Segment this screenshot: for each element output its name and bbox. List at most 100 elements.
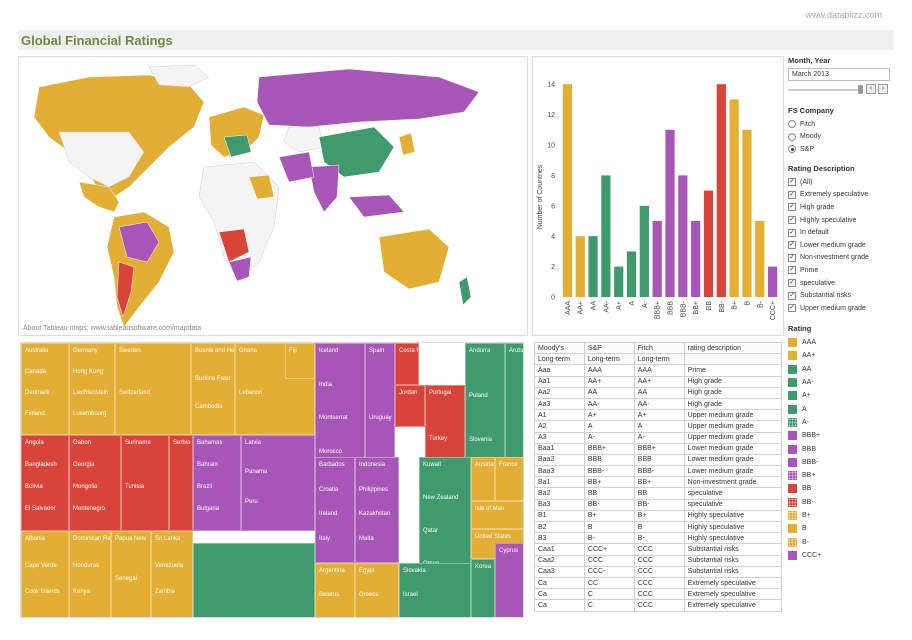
new-zealand-region[interactable]: [458, 276, 472, 306]
china-region[interactable]: [318, 126, 395, 178]
treemap-cell[interactable]: Slovakia Israel: [399, 563, 471, 617]
treemap-cell[interactable]: Bahamas Bahrain Brazil Bulgaria: [193, 435, 241, 531]
rating-description-option[interactable]: ✓ Highly speculative: [788, 214, 898, 227]
rating-description-option[interactable]: ✓ Upper medium grade: [788, 302, 898, 315]
treemap-cell[interactable]: Germany Hong Kong Liechtenstein Luxembourg: [69, 343, 115, 435]
legend-entry[interactable]: BBB+: [788, 429, 898, 442]
company-option[interactable]: Fitch: [788, 118, 898, 131]
russia-region[interactable]: [256, 68, 480, 128]
checkbox-checked-icon[interactable]: ✓: [788, 241, 796, 250]
treemap-cell[interactable]: Australia Canada Denmark Finland: [21, 343, 69, 435]
legend-entry[interactable]: AA-: [788, 376, 898, 389]
treemap-cell[interactable]: Suriname Tunisia: [121, 435, 169, 531]
rating-description-option[interactable]: ✓ Substantial risks: [788, 289, 898, 302]
legend-entry[interactable]: AA: [788, 363, 898, 376]
legend-entry[interactable]: AAA: [788, 336, 898, 349]
bar-bb-minus[interactable]: [716, 84, 726, 297]
brazil-region[interactable]: [118, 221, 160, 263]
month-slider-track[interactable]: [788, 89, 862, 91]
treemap-cell[interactable]: Argentina Belarus: [315, 563, 355, 617]
legend-entry[interactable]: A+: [788, 389, 898, 402]
usa-region[interactable]: [58, 131, 145, 188]
legend-entry[interactable]: A: [788, 402, 898, 415]
bar-bbb-minus[interactable]: [678, 175, 688, 297]
month-slider-handle[interactable]: [858, 85, 863, 94]
treemap-cell[interactable]: Sri Lanka Venezuela Zambia: [151, 531, 193, 617]
rating-description-option[interactable]: ✓ Prime: [788, 264, 898, 277]
checkbox-checked-icon[interactable]: ✓: [788, 216, 796, 225]
treemap-cell[interactable]: Egypt Greece: [355, 563, 399, 617]
legend-entry[interactable]: BBB: [788, 442, 898, 455]
bar-bbb[interactable]: [665, 129, 675, 297]
treemap-cell[interactable]: Austria: [471, 457, 495, 501]
legend-entry[interactable]: BB-: [788, 496, 898, 509]
treemap-cell[interactable]: Indonesia Philippines Kazakhstan Malta: [355, 457, 399, 563]
bar-aa-minusplus[interactable]: [575, 236, 585, 297]
checkbox-checked-icon[interactable]: ✓: [788, 190, 796, 199]
treemap-cell[interactable]: [193, 543, 315, 617]
radio-button[interactable]: [788, 120, 796, 129]
rating-description-option[interactable]: ✓ speculative: [788, 277, 898, 290]
treemap-cell[interactable]: Serbia: [169, 435, 193, 531]
treemap-cell[interactable]: Latvia Panama Peru: [241, 435, 315, 531]
legend-entry[interactable]: AA+: [788, 349, 898, 362]
bar-a[interactable]: [626, 251, 637, 297]
india-region[interactable]: [308, 164, 340, 213]
bar-a-minus[interactable]: [639, 205, 649, 297]
legend-entry[interactable]: B: [788, 522, 898, 535]
central-asia-region[interactable]: [283, 126, 325, 153]
legend-entry[interactable]: BB+: [788, 469, 898, 482]
rating-description-option[interactable]: ✓ Non-investment grade: [788, 252, 898, 265]
treemap-cell[interactable]: Costa Rica: [395, 343, 419, 385]
company-option[interactable]: Moody: [788, 131, 898, 144]
checkbox-checked-icon[interactable]: ✓: [788, 279, 796, 288]
checkbox-checked-icon[interactable]: ✓: [788, 304, 796, 313]
bar-b[interactable]: [742, 129, 752, 297]
legend-entry[interactable]: B-: [788, 535, 898, 548]
treemap-cell[interactable]: Gabon Georgia Mongolia Montenegro: [69, 435, 121, 531]
bar-bb-minusplus[interactable]: [691, 221, 701, 297]
indonesia-region[interactable]: [348, 194, 405, 218]
rating-description-option[interactable]: ✓ Extremely speculative: [788, 189, 898, 202]
radio-button[interactable]: [788, 145, 796, 154]
treemap-cell[interactable]: Cyprus: [495, 543, 523, 617]
treemap-cell[interactable]: Isle of Man: [471, 501, 523, 529]
prev-month-button[interactable]: ‹: [866, 84, 876, 94]
treemap-cell[interactable]: Angola Bangladesh Bolivia El Salvador: [21, 435, 69, 531]
rating-description-option[interactable]: ✓ Lower medium grade: [788, 239, 898, 252]
checkbox-checked-icon[interactable]: ✓: [788, 203, 796, 212]
bar-a-minusplus[interactable]: [614, 266, 624, 297]
rating-description-option[interactable]: ✓ In default: [788, 226, 898, 239]
bar-aa[interactable]: [588, 236, 598, 297]
treemap-cell[interactable]: Dominican Republic Honduras Kenya: [69, 531, 111, 617]
middle-east-region[interactable]: [278, 151, 315, 183]
country-treemap[interactable]: Australia Canada Denmark Finland Germany Hong…: [20, 342, 524, 618]
australia-region[interactable]: [378, 228, 450, 290]
treemap-cell[interactable]: Jordan: [395, 385, 425, 427]
treemap-cell[interactable]: Korea: [471, 559, 495, 617]
checkbox-checked-icon[interactable]: ✓: [788, 266, 796, 275]
treemap-cell[interactable]: Fiji: [285, 343, 315, 379]
map-credit[interactable]: About Tableau maps: www.tableausoftware.…: [23, 325, 202, 332]
angola-region[interactable]: [218, 228, 250, 263]
central-europe-region[interactable]: [223, 134, 252, 158]
checkbox-checked-icon[interactable]: ✓: [788, 178, 796, 187]
legend-entry[interactable]: A-: [788, 416, 898, 429]
rating-description-option[interactable]: ✓ High grade: [788, 201, 898, 214]
world-map-canvas[interactable]: [19, 57, 528, 336]
legend-entry[interactable]: BB: [788, 482, 898, 495]
bar-aa-minus[interactable]: [601, 175, 611, 297]
bar-b-minus[interactable]: [755, 221, 765, 297]
checkbox-checked-icon[interactable]: ✓: [788, 228, 796, 237]
legend-entry[interactable]: BBB-: [788, 456, 898, 469]
legend-entry[interactable]: B+: [788, 509, 898, 522]
egypt-region[interactable]: [248, 174, 275, 200]
treemap-cell[interactable]: Sweden Switzerland: [115, 343, 191, 435]
checkbox-checked-icon[interactable]: ✓: [788, 291, 796, 300]
treemap-cell[interactable]: Bosnia and Herzegovina Burkina Faso Cambod…: [191, 343, 235, 435]
bar-bb[interactable]: [703, 190, 714, 297]
treemap-cell[interactable]: Albania Cape Verde Cook Islands: [21, 531, 69, 617]
treemap-cell[interactable]: France: [495, 457, 523, 501]
japan-region[interactable]: [398, 132, 416, 156]
mexico-region[interactable]: [78, 181, 120, 213]
